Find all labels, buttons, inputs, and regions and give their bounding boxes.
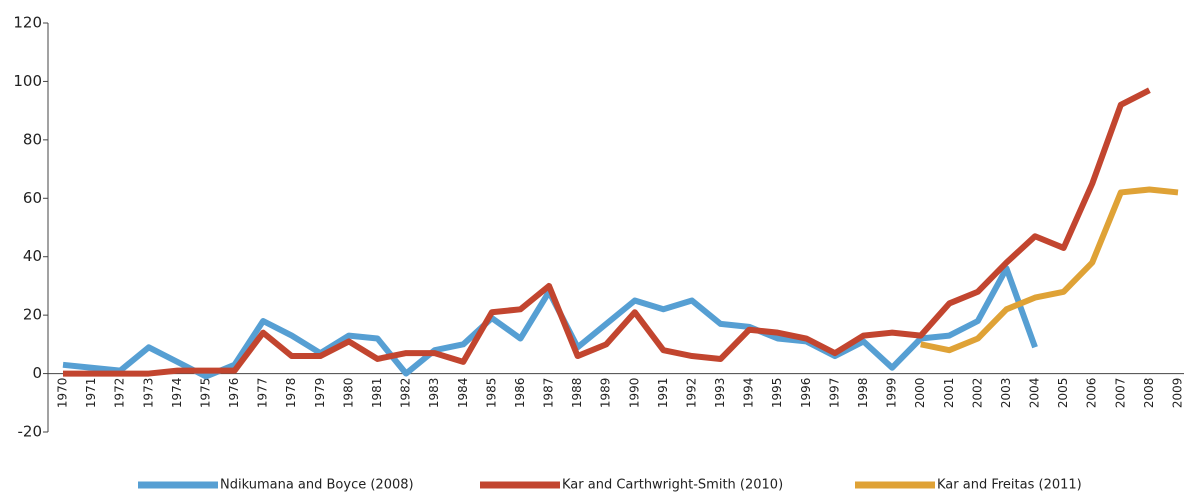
y-tick-label: -20 [18,423,43,441]
x-tick-label: 1973 [141,378,155,409]
x-tick-label: 1994 [742,378,756,409]
x-tick-label: 2007 [1113,378,1127,409]
legend-label: Kar and Freitas (2011) [937,478,1082,492]
x-tick-label: 1974 [170,378,184,409]
legend-label: Kar and Carthwright-Smith (2010) [562,478,783,492]
x-tick-label: 1978 [284,378,298,409]
y-tick-label: 100 [13,72,42,90]
x-tick-label: 1997 [827,378,841,409]
x-tick-label: 2004 [1028,378,1042,409]
x-tick-label: 1998 [856,378,870,409]
legend-label: Ndikumana and Boyce (2008) [220,478,414,492]
x-tick-label: 1987 [542,378,556,409]
x-tick-label: 1979 [313,378,327,409]
x-tick-label: 1982 [399,378,413,409]
x-tick-label: 1989 [599,378,613,409]
x-tick-label: 1985 [484,378,498,409]
x-tick-label: 1970 [56,378,70,409]
x-tick-label: 1993 [713,378,727,409]
x-tick-label: 1992 [684,378,698,409]
x-tick-label: 1977 [256,378,270,409]
x-tick-label: 1995 [770,378,784,409]
x-tick-label: 1988 [570,378,584,409]
x-tick-label: 1990 [627,378,641,409]
y-tick-label: 0 [32,364,42,382]
x-tick-label: 2001 [942,378,956,409]
x-tick-label: 1975 [198,378,212,409]
y-tick-label: 20 [23,306,42,324]
x-tick-label: 1971 [84,378,98,409]
x-tick-label: 2005 [1056,378,1070,409]
x-tick-label: 1996 [799,378,813,409]
x-tick-label: 2009 [1171,378,1184,409]
x-tick-label: 2006 [1085,378,1099,409]
x-tick-label: 2000 [913,378,927,409]
x-tick-label: 1984 [456,378,470,409]
x-tick-label: 1980 [341,378,355,409]
x-tick-label: 1986 [513,378,527,409]
y-tick-label: 120 [13,14,42,32]
x-tick-label: 1999 [885,378,899,409]
x-tick-label: 1983 [427,378,441,409]
y-tick-label: 40 [23,247,42,265]
x-tick-label: 1972 [113,378,127,409]
x-tick-label: 1981 [370,378,384,409]
x-tick-label: 2002 [970,378,984,409]
series-line [920,186,1179,354]
series-line [63,87,1151,377]
y-tick-label: 60 [23,189,42,207]
y-tick-label: 80 [23,130,42,148]
x-tick-label: 1991 [656,378,670,409]
x-tick-label: 2008 [1142,378,1156,409]
x-tick-label: 1976 [227,378,241,409]
x-tick-label: 2003 [999,378,1013,409]
